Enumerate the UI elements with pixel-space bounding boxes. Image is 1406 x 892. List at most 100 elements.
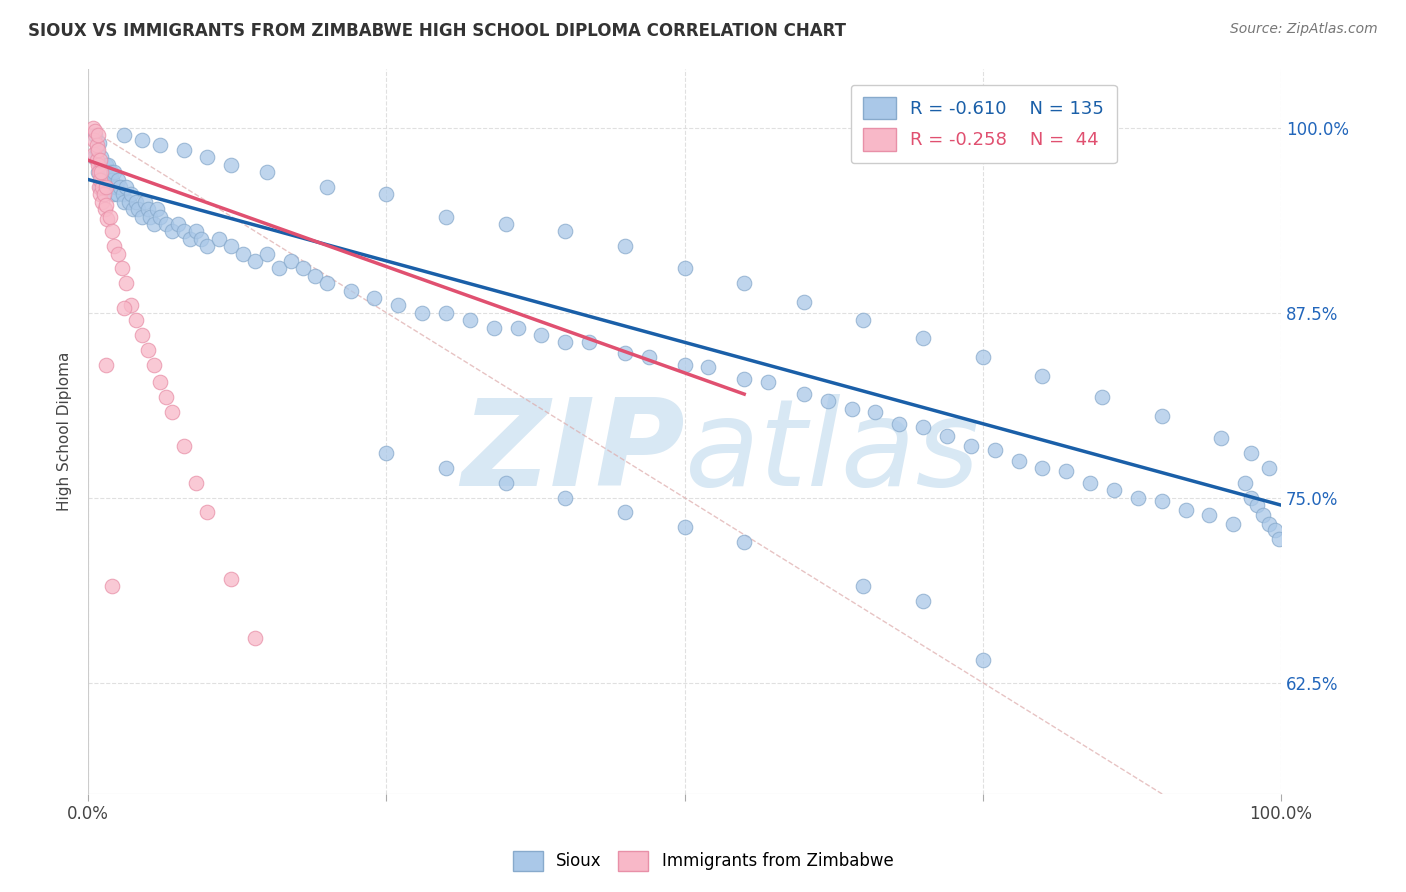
Point [112,128,135,142]
Point [87,136,110,150]
Point [173,439,195,453]
Point [127,202,149,216]
Point [131,132,153,146]
Point [115,276,138,290]
Point [197,150,219,164]
Point [1150,409,1173,424]
Point [139,210,162,224]
Point [554,224,576,238]
Point [111,187,134,202]
Point [149,376,172,390]
Point [86,158,108,172]
Point [578,335,600,350]
Point [304,268,326,283]
Point [173,143,195,157]
Point [1031,369,1053,384]
Text: atlas: atlas [685,394,980,511]
Point [232,246,254,260]
Point [101,579,124,593]
Point [103,187,125,202]
Point [1150,493,1173,508]
Point [315,180,337,194]
Point [131,327,153,342]
Legend: Sioux, Immigrants from Zimbabwe: Sioux, Immigrants from Zimbabwe [505,842,901,880]
Point [82,120,104,135]
Text: ZIP: ZIP [461,394,685,511]
Point [1246,498,1268,512]
Point [190,232,212,246]
Point [363,291,385,305]
Point [267,261,290,276]
Point [86,128,108,142]
Point [94,197,117,211]
Point [315,276,337,290]
Point [184,224,207,238]
Point [1264,523,1286,537]
Point [84,123,107,137]
Point [160,405,183,419]
Point [155,390,177,404]
Point [912,419,935,434]
Point [339,284,361,298]
Point [101,172,124,186]
Point [89,153,111,168]
Point [434,306,457,320]
Point [136,343,159,357]
Point [793,295,815,310]
Point [673,261,696,276]
Point [160,224,183,238]
Point [434,461,457,475]
Point [637,350,659,364]
Point [103,239,125,253]
Point [112,301,135,316]
Point [197,239,219,253]
Point [1240,491,1263,505]
Point [115,180,138,194]
Point [84,128,107,142]
Point [495,475,517,490]
Point [1078,475,1101,490]
Point [243,632,266,646]
Point [841,401,863,416]
Point [375,187,398,202]
Point [852,579,875,593]
Point [94,165,117,179]
Point [221,158,243,172]
Point [122,202,145,216]
Point [83,150,105,164]
Point [125,194,148,209]
Point [155,217,177,231]
Point [221,572,243,586]
Point [733,372,755,386]
Point [458,313,481,327]
Point [793,387,815,401]
Point [613,345,636,359]
Point [865,405,887,419]
Point [120,187,142,202]
Point [89,158,111,172]
Point [98,180,121,194]
Point [96,172,118,186]
Point [120,298,142,312]
Point [221,239,243,253]
Point [91,172,114,186]
Point [972,653,994,667]
Point [554,491,576,505]
Point [86,143,108,157]
Point [673,520,696,534]
Point [89,187,111,202]
Point [530,327,553,342]
Point [146,202,169,216]
Point [107,246,129,260]
Point [149,138,172,153]
Point [112,194,135,209]
Point [93,187,115,202]
Point [86,138,108,153]
Point [1007,453,1029,467]
Point [94,158,117,172]
Point [105,187,128,202]
Point [89,172,111,186]
Text: SIOUX VS IMMIGRANTS FROM ZIMBABWE HIGH SCHOOL DIPLOMA CORRELATION CHART: SIOUX VS IMMIGRANTS FROM ZIMBABWE HIGH S… [28,22,846,40]
Point [959,439,981,453]
Point [387,298,409,312]
